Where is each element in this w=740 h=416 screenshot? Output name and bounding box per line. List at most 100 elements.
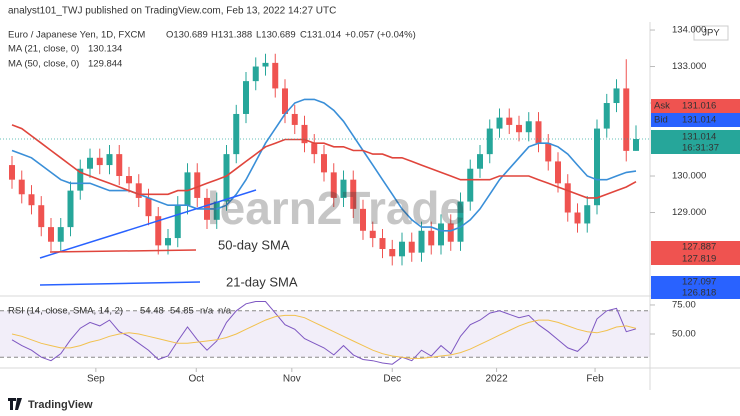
candle-body xyxy=(223,154,230,202)
x-tick-label: Oct xyxy=(188,374,204,385)
axis-unit: JPY xyxy=(702,28,720,39)
candle-body xyxy=(155,216,162,246)
candle-body xyxy=(301,124,308,144)
axis-label-box xyxy=(651,241,740,253)
candle-body xyxy=(457,201,464,242)
candle-body xyxy=(564,183,571,213)
unit-box xyxy=(693,25,729,41)
quote-box xyxy=(651,99,675,113)
candle-body xyxy=(555,161,561,184)
x-tick-label: Nov xyxy=(283,374,301,385)
candle-body xyxy=(311,143,318,155)
candle-body xyxy=(623,88,630,151)
quote-label: Bid xyxy=(654,115,668,126)
candle-body xyxy=(165,238,171,246)
candle-body xyxy=(350,179,357,209)
rsi-title: RSI (14, close, SMA, 14, 2) xyxy=(8,306,123,317)
rsi-band xyxy=(0,310,650,358)
candle-body xyxy=(389,249,396,257)
candle-body xyxy=(574,212,581,224)
candle-body xyxy=(486,128,493,155)
candle-body xyxy=(262,62,269,67)
candle-body xyxy=(418,230,425,253)
line-series xyxy=(11,124,637,199)
candle-body xyxy=(213,201,220,220)
symbol-title: Euro / Japanese Yen, 1D, FXCM xyxy=(8,30,145,41)
publisher: analyst101_TWJ published on TradingView.… xyxy=(8,6,336,17)
annotation: 21-day SMA xyxy=(226,274,298,289)
legend-value: 129.844 xyxy=(88,59,122,70)
axis-label-box xyxy=(651,287,740,299)
quote-value-box xyxy=(675,99,740,113)
candle-body xyxy=(126,176,132,184)
y-tick-label: 75.00 xyxy=(672,299,696,310)
candle-body xyxy=(535,121,542,144)
line-series xyxy=(11,301,637,365)
line-series xyxy=(11,314,637,359)
ohlc-change: +0.057 (+0.04%) xyxy=(345,30,416,41)
y-tick-label: 129.000 xyxy=(672,207,706,218)
candle-body xyxy=(272,62,279,89)
candle-body xyxy=(282,88,288,114)
candle-body xyxy=(145,197,152,217)
candle-body xyxy=(87,157,93,169)
candle-body xyxy=(360,208,366,231)
trend-line xyxy=(39,189,257,259)
candle-body xyxy=(77,168,84,191)
candle-body xyxy=(603,103,610,129)
quote-value-box xyxy=(675,113,740,127)
na-label: n/a xyxy=(218,306,232,317)
annotation: 50-day SMA xyxy=(218,237,290,252)
candle-body xyxy=(57,227,64,242)
candle-body xyxy=(516,124,522,133)
candle-body xyxy=(67,190,74,228)
quote-label: Ask xyxy=(654,101,670,112)
candle-body xyxy=(399,241,405,257)
line-series xyxy=(11,98,637,232)
candle-body xyxy=(252,66,259,82)
y-tick-label: 130.000 xyxy=(672,171,706,182)
quote-value: 131.014 xyxy=(682,115,716,126)
na-label: n/a xyxy=(200,306,214,317)
candle-body xyxy=(135,183,142,198)
footer: TradingView xyxy=(28,399,93,411)
axis-label: 126.818 xyxy=(682,288,716,299)
last-price: 131.014 xyxy=(682,132,716,143)
y-tick-label: 50.00 xyxy=(672,329,696,340)
legend-value: 130.134 xyxy=(88,44,122,55)
y-tick-label: 133.000 xyxy=(672,61,706,72)
candle-body xyxy=(291,113,298,125)
legend-label: MA (21, close, 0) xyxy=(8,44,79,55)
footer-logo xyxy=(8,398,22,410)
ohlc: C131.014 xyxy=(300,30,341,41)
candle-body xyxy=(28,194,35,206)
candle-body xyxy=(369,230,376,239)
candle-body xyxy=(506,117,513,125)
quote-value: 131.016 xyxy=(682,101,716,112)
candle-body xyxy=(184,172,191,206)
ohlc: O130.689 xyxy=(166,30,208,41)
candle-body xyxy=(96,157,103,166)
candle-body xyxy=(38,205,45,228)
axis-label: 127.819 xyxy=(682,254,716,265)
candle-body xyxy=(477,154,483,169)
trend-line xyxy=(49,249,197,253)
candle-body xyxy=(174,205,181,239)
rsi-ma-value: 54.85 xyxy=(170,306,194,317)
candle-body xyxy=(496,117,503,129)
x-tick-label: Feb xyxy=(586,374,604,385)
axis-label: 127.887 xyxy=(682,242,716,253)
x-tick-label: Dec xyxy=(383,374,401,385)
candle-body xyxy=(379,238,386,250)
candle-body xyxy=(447,223,454,242)
ohlc: L130.689 xyxy=(256,30,296,41)
quote-box xyxy=(651,113,675,127)
candle-body xyxy=(633,139,639,151)
plot-layer xyxy=(0,53,650,365)
candle-body xyxy=(321,154,327,173)
candle-body xyxy=(233,113,240,155)
candle-body xyxy=(330,172,337,198)
candle-body xyxy=(9,165,15,180)
candle-body xyxy=(428,230,435,246)
